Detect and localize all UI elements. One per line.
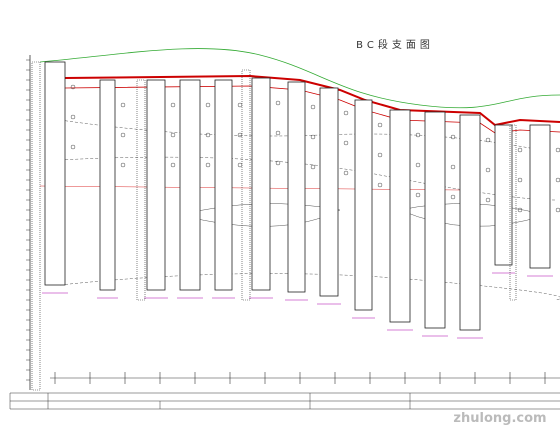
anchor-hole — [205, 162, 211, 168]
borehole — [136, 79, 146, 301]
anchor-hole — [343, 140, 349, 146]
pile — [251, 77, 271, 291]
anchor-hole — [310, 134, 316, 140]
anchor-hole — [517, 177, 523, 183]
anchor-hole — [517, 207, 523, 213]
drawing-layout — [9, 48, 560, 410]
anchor-hole — [205, 132, 211, 138]
pile — [389, 109, 411, 323]
anchor-hole — [310, 164, 316, 170]
pile — [529, 124, 551, 269]
watermark: zhulong.com — [453, 411, 546, 426]
pile — [494, 124, 513, 266]
anchor-hole — [70, 114, 76, 120]
anchor-hole — [450, 194, 456, 200]
anchor-hole — [120, 102, 126, 108]
borehole — [509, 124, 517, 301]
crown-beam-lower — [64, 85, 560, 134]
ground-line — [39, 48, 560, 109]
anchor-hole — [120, 132, 126, 138]
anchor-hole — [310, 104, 316, 110]
anchor-hole — [170, 162, 176, 168]
borehole — [241, 69, 251, 301]
anchor-hole — [343, 110, 349, 116]
anchor-hole — [555, 177, 560, 183]
anchor-hole — [275, 100, 281, 106]
drawing-title: BC段支面图 — [356, 38, 434, 51]
anchor-hole — [415, 192, 421, 198]
soil-layer — [59, 156, 556, 201]
anchor-hole — [343, 170, 349, 176]
anchor-hole — [237, 162, 243, 168]
anchor-hole — [70, 144, 76, 150]
pile — [99, 79, 116, 291]
borehole — [31, 61, 41, 391]
pile — [354, 99, 373, 311]
anchor-hole — [377, 182, 383, 188]
soil-layer — [59, 273, 560, 301]
anchor-hole — [70, 84, 76, 90]
pile — [287, 81, 306, 293]
pile — [459, 114, 481, 331]
anchor-hole — [377, 122, 383, 128]
anchor-hole — [517, 147, 523, 153]
anchor-hole — [377, 152, 383, 158]
anchor-hole — [170, 102, 176, 108]
anchor-hole — [237, 102, 243, 108]
anchor-hole — [555, 147, 560, 153]
anchor-hole — [450, 134, 456, 140]
anchor-hole — [415, 162, 421, 168]
pile — [146, 79, 166, 291]
crown-beam — [64, 74, 560, 127]
anchor-hole — [120, 162, 126, 168]
anchor-hole — [485, 197, 491, 203]
anchor-hole — [485, 137, 491, 143]
anchor-hole — [415, 132, 421, 138]
pile — [44, 61, 66, 286]
anchor-hole — [237, 132, 243, 138]
anchor-hole — [275, 130, 281, 136]
pile — [214, 79, 233, 291]
anchor-hole — [485, 167, 491, 173]
anchor-hole — [450, 164, 456, 170]
pile — [424, 111, 446, 329]
anchor-hole — [170, 132, 176, 138]
pile — [319, 87, 339, 297]
pile — [179, 79, 201, 291]
anchor-hole — [275, 160, 281, 166]
anchor-hole — [205, 102, 211, 108]
anchor-hole — [555, 207, 560, 213]
